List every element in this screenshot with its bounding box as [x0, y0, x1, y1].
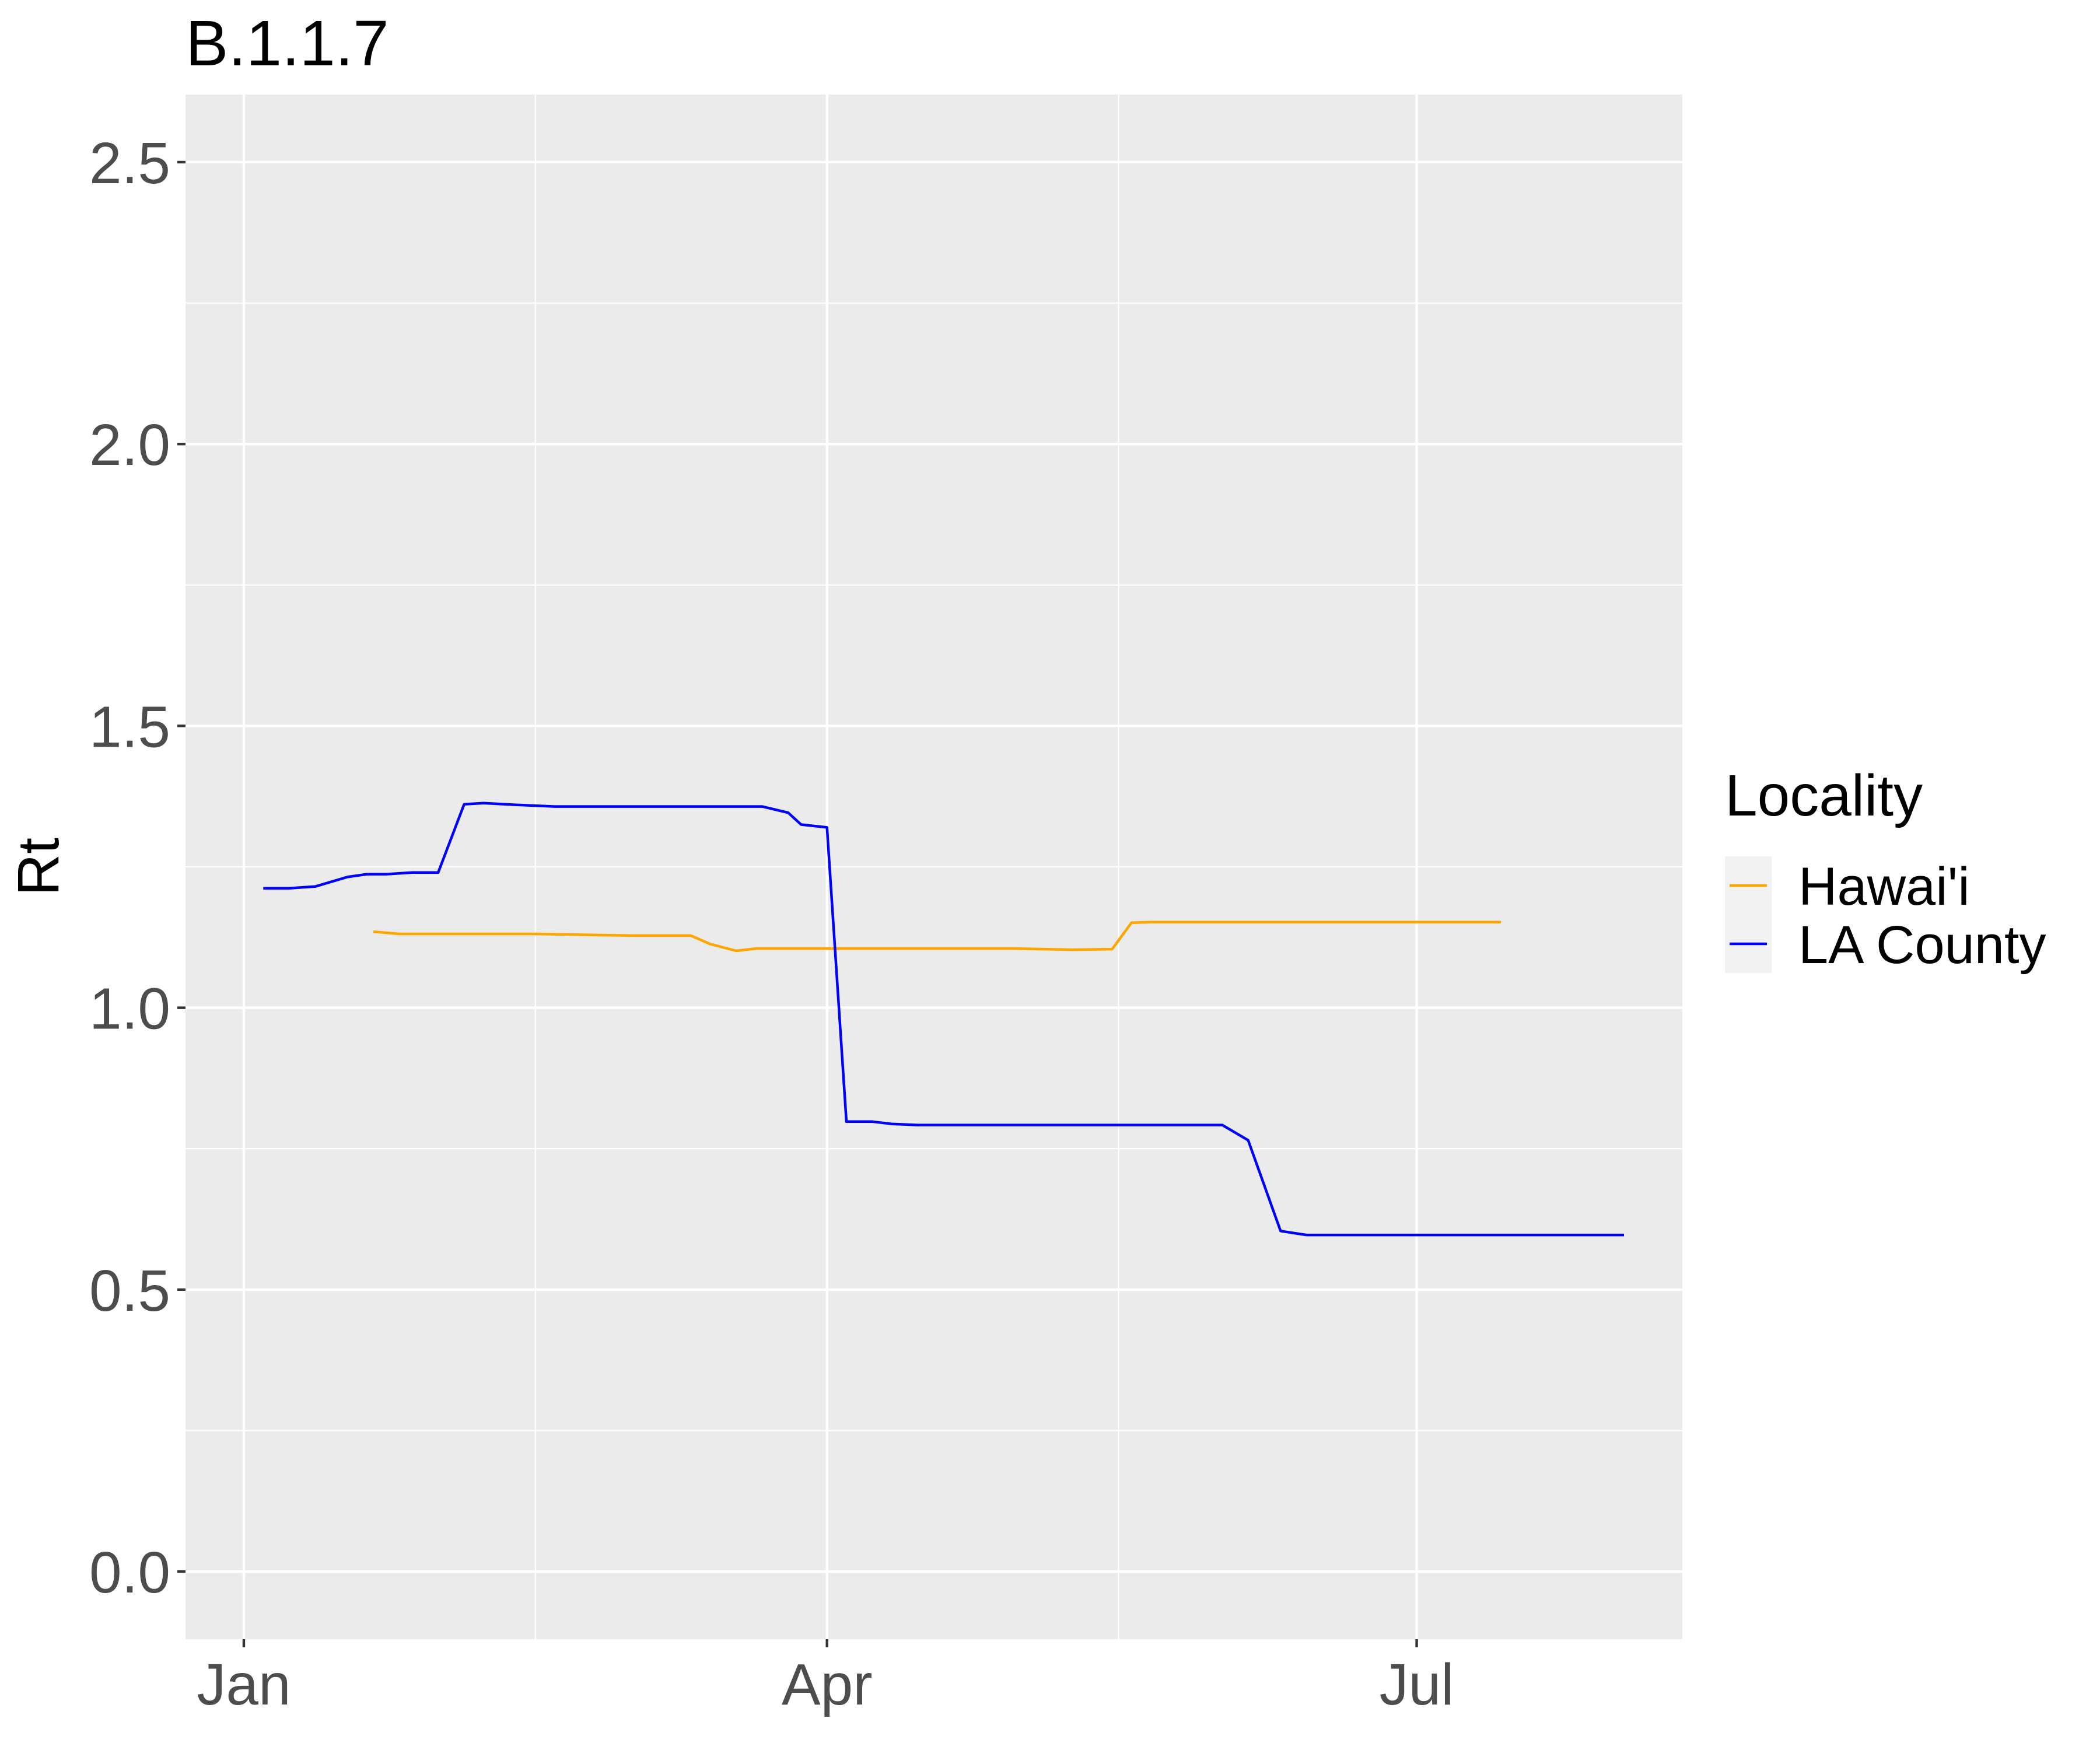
y-tick-label: 2.5 [89, 131, 170, 196]
y-axis: 0.0 0.5 1.0 1.5 2.0 2.5 [89, 131, 186, 1605]
series-line-la-county [263, 802, 1624, 1237]
y-axis-title: Rt [6, 838, 71, 896]
major-gridlines [186, 94, 1682, 1639]
chart-title: B.1.1.7 [186, 8, 389, 79]
y-tick-label: 0.5 [89, 1258, 170, 1324]
y-tick-label: 2.0 [89, 412, 170, 478]
legend-label-hawaii: Hawai'i [1798, 857, 1970, 916]
y-tick-label: 1.0 [89, 977, 170, 1042]
minor-gridlines [186, 94, 1682, 1639]
y-tick-label: 0.0 [89, 1540, 170, 1605]
x-tick-label: Apr [782, 1652, 873, 1717]
legend: Locality Hawai'iLA County [1725, 763, 2046, 975]
legend-label-la-county: LA County [1798, 915, 2046, 975]
series-line-hawaii [373, 921, 1501, 953]
legend-title: Locality [1725, 763, 1923, 828]
x-axis: Jan Apr Jul [197, 1639, 1454, 1717]
legend-key-background [1725, 856, 1772, 973]
x-tick-label: Jul [1380, 1652, 1454, 1717]
y-tick-label: 1.5 [89, 694, 170, 760]
series-layer [263, 802, 1624, 1237]
x-tick-label: Jan [197, 1652, 290, 1717]
